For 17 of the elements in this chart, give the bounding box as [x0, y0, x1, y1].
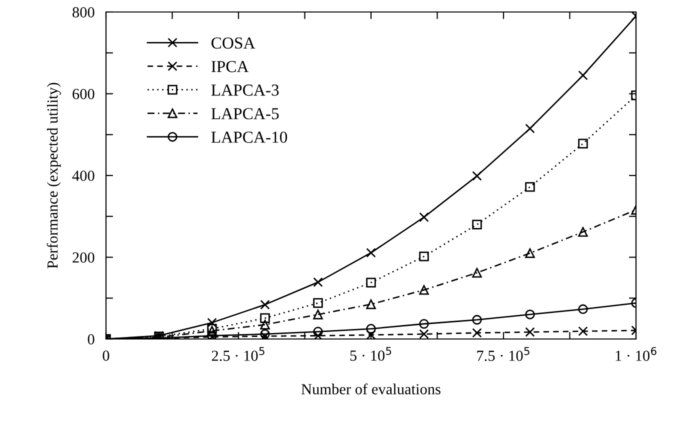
y-tick-label: 0 [88, 334, 94, 344]
legend-label: LAPCA-10 [211, 132, 288, 143]
y-tick-label: 200 [72, 252, 94, 263]
x-tick-label: 7.5 · 10$^{5}$ [477, 347, 530, 362]
x-tick-label: 0 [102, 350, 110, 361]
x-axis-title: Number of evaluations [301, 383, 440, 394]
legend-label: LAPCA-3 [211, 84, 279, 96]
y-tick-label: 400 [72, 170, 94, 181]
x-tick-label: 2.5 · 10$^{5}$ [212, 347, 264, 362]
legend-label: COSA [212, 37, 256, 49]
y-tick-label: 800 [72, 7, 94, 18]
legend-label: LAPCA-5 [211, 108, 279, 120]
y-axis-title: Performance (expected utility) [46, 82, 61, 268]
legend-label: IPCA [211, 60, 249, 72]
y-tick-label: 600 [72, 88, 94, 100]
x-tick-label: 1 · 10$^{6}$ [616, 347, 656, 361]
x-tick-label: 5 · 10$^{5}$ [350, 347, 392, 361]
